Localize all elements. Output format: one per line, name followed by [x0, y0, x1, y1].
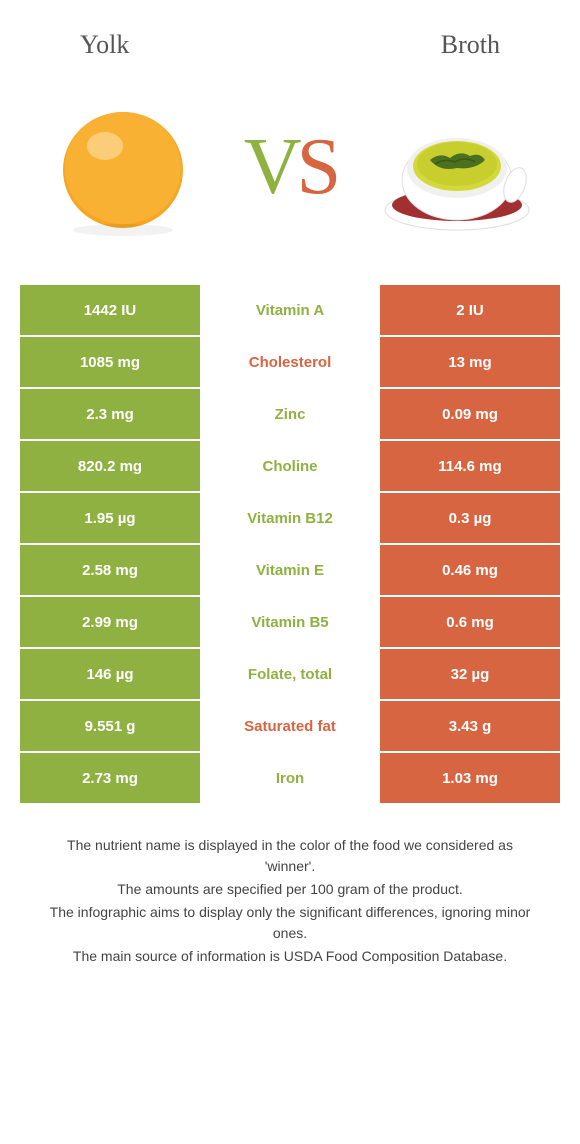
cell-left-value: 820.2 mg [20, 441, 200, 491]
footnotes: The nutrient name is displayed in the co… [20, 835, 560, 967]
cell-nutrient-label: Vitamin E [200, 545, 380, 595]
footnote-line: The main source of information is USDA F… [40, 946, 540, 967]
cell-nutrient-label: Iron [200, 753, 380, 803]
cell-nutrient-label: Vitamin B5 [200, 597, 380, 647]
cell-nutrient-label: Choline [200, 441, 380, 491]
cell-right-value: 32 µg [380, 649, 560, 699]
cell-left-value: 146 µg [20, 649, 200, 699]
table-row: 9.551 gSaturated fat3.43 g [20, 701, 560, 753]
table-row: 2.99 mgVitamin B50.6 mg [20, 597, 560, 649]
cell-nutrient-label: Saturated fat [200, 701, 380, 751]
cell-left-value: 2.3 mg [20, 389, 200, 439]
table-row: 1442 IUVitamin A2 IU [20, 285, 560, 337]
cell-left-value: 9.551 g [20, 701, 200, 751]
header-row: Yolk Broth [20, 30, 560, 60]
cell-nutrient-label: Vitamin B12 [200, 493, 380, 543]
cell-right-value: 114.6 mg [380, 441, 560, 491]
cell-right-value: 1.03 mg [380, 753, 560, 803]
cell-nutrient-label: Cholesterol [200, 337, 380, 387]
cell-left-value: 1.95 µg [20, 493, 200, 543]
cell-right-value: 0.6 mg [380, 597, 560, 647]
cell-nutrient-label: Zinc [200, 389, 380, 439]
cell-left-value: 1085 mg [20, 337, 200, 387]
cell-left-value: 2.99 mg [20, 597, 200, 647]
food-title-left: Yolk [80, 30, 129, 60]
vs-v: V [244, 123, 297, 211]
vs-label: VS [244, 122, 336, 213]
table-row: 2.73 mgIron1.03 mg [20, 753, 560, 805]
table-row: 2.3 mgZinc0.09 mg [20, 389, 560, 441]
cell-right-value: 3.43 g [380, 701, 560, 751]
cell-right-value: 2 IU [380, 285, 560, 335]
table-row: 146 µgFolate, total32 µg [20, 649, 560, 701]
vs-s: S [297, 123, 337, 211]
cell-left-value: 1442 IU [20, 285, 200, 335]
cell-right-value: 13 mg [380, 337, 560, 387]
cell-nutrient-label: Vitamin A [200, 285, 380, 335]
yolk-image [40, 90, 205, 245]
table-row: 1.95 µgVitamin B120.3 µg [20, 493, 560, 545]
cell-right-value: 0.09 mg [380, 389, 560, 439]
infographic-container: Yolk Broth VS [0, 0, 580, 989]
cell-right-value: 0.3 µg [380, 493, 560, 543]
footnote-line: The amounts are specified per 100 gram o… [40, 879, 540, 900]
cell-nutrient-label: Folate, total [200, 649, 380, 699]
cell-left-value: 2.73 mg [20, 753, 200, 803]
vs-row: VS [20, 90, 560, 245]
cell-right-value: 0.46 mg [380, 545, 560, 595]
table-row: 2.58 mgVitamin E0.46 mg [20, 545, 560, 597]
broth-image [375, 90, 540, 245]
food-title-right: Broth [441, 30, 500, 60]
footnote-line: The infographic aims to display only the… [40, 902, 540, 944]
table-row: 820.2 mgCholine114.6 mg [20, 441, 560, 493]
nutrient-table: 1442 IUVitamin A2 IU1085 mgCholesterol13… [20, 285, 560, 805]
table-row: 1085 mgCholesterol13 mg [20, 337, 560, 389]
cell-left-value: 2.58 mg [20, 545, 200, 595]
footnote-line: The nutrient name is displayed in the co… [40, 835, 540, 877]
